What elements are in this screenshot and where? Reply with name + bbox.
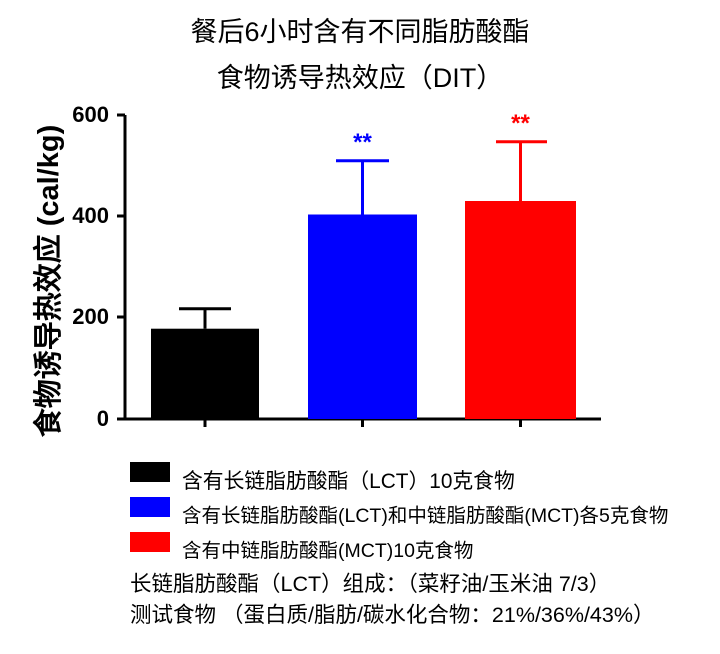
svg-text:0: 0	[97, 406, 109, 431]
svg-text:600: 600	[72, 102, 109, 127]
svg-text:400: 400	[72, 203, 109, 228]
svg-text:**: **	[353, 129, 372, 156]
svg-text:**: **	[511, 110, 530, 137]
svg-text:200: 200	[72, 304, 109, 329]
